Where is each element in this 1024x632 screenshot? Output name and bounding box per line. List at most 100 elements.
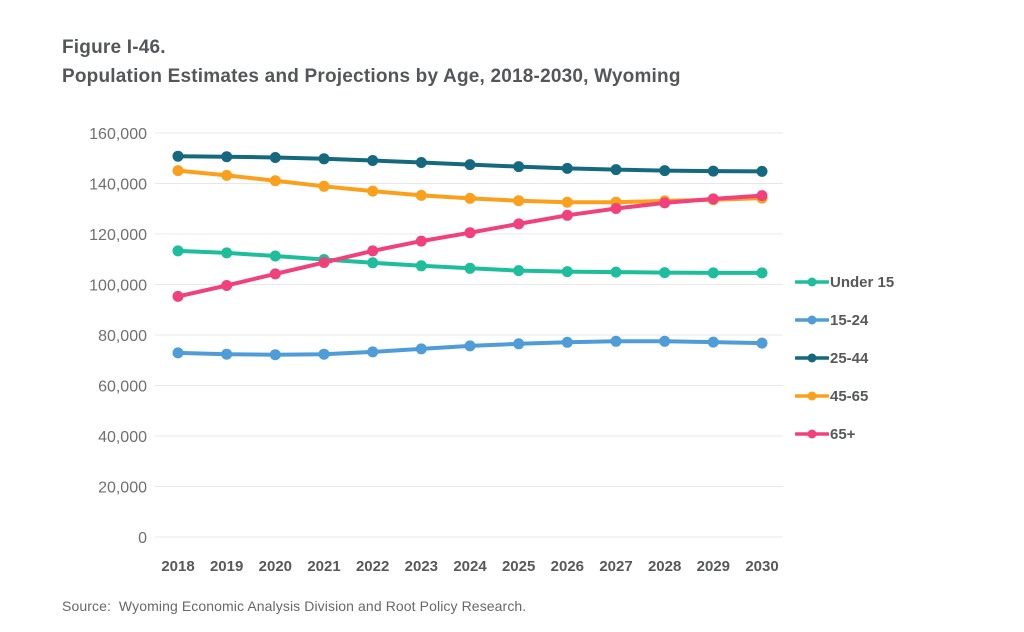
data-point-25-44: [513, 161, 525, 173]
chart-legend: Under 15 15-24 25-44 45-65 65+: [795, 263, 894, 453]
data-point-under-15: [561, 266, 573, 278]
legend-dot: [807, 353, 817, 363]
x-tick-label: 2018: [161, 558, 194, 575]
data-point-45-65: [513, 195, 525, 207]
legend-dot: [807, 429, 817, 439]
x-tick-label: 2023: [405, 558, 438, 575]
data-point-25-44: [221, 151, 233, 163]
legend-marker-icon: [795, 391, 829, 401]
figure-title: Population Estimates and Projections by …: [62, 66, 681, 87]
x-tick-label: 2025: [502, 558, 535, 575]
x-tick-label: 2019: [210, 558, 243, 575]
data-point-45-65: [415, 189, 427, 201]
data-point-25-44: [367, 155, 379, 166]
data-point-65: [221, 280, 233, 291]
legend-label: Under 15: [830, 273, 895, 291]
data-point-under-15: [269, 250, 281, 262]
data-point-65: [172, 290, 184, 302]
data-point-25-44: [610, 164, 622, 176]
data-point-25-44: [415, 157, 427, 168]
y-tick-label: 20,000: [98, 480, 147, 497]
data-point-25-44: [756, 165, 768, 177]
data-point-under-15: [415, 260, 427, 272]
data-point-15-24: [513, 338, 525, 350]
data-point-25-44: [318, 153, 330, 165]
data-point-25-44: [561, 162, 573, 174]
legend-label: 45-65: [830, 387, 869, 405]
legend-item-under-15: Under 15: [795, 263, 894, 301]
data-point-15-24: [415, 343, 427, 355]
data-point-65: [659, 197, 671, 209]
legend-item-25-44: 25-44: [795, 339, 894, 377]
figure-header: Figure I-46. Population Estimates and Pr…: [62, 33, 681, 91]
data-point-15-24: [464, 340, 476, 352]
y-tick-label: 120,000: [89, 227, 147, 244]
legend-marker-icon: [795, 315, 829, 325]
data-point-under-15: [756, 267, 768, 279]
data-point-45-65: [367, 185, 379, 197]
data-point-15-24: [561, 336, 573, 348]
data-point-45-65: [464, 192, 476, 204]
data-point-45-65: [221, 169, 233, 181]
data-point-15-24: [756, 337, 768, 349]
data-point-under-15: [221, 247, 233, 259]
x-tick-label: 2024: [453, 558, 487, 575]
data-point-15-24: [659, 335, 671, 347]
x-tick-label: 2021: [307, 558, 340, 575]
y-tick-label: 160,000: [89, 126, 147, 143]
legend-label: 65+: [830, 425, 856, 443]
y-tick-label: 80,000: [98, 328, 147, 345]
legend-dot: [807, 391, 817, 401]
data-point-45-65: [318, 180, 330, 192]
data-point-65: [707, 193, 719, 205]
y-tick-label: 100,000: [89, 278, 147, 295]
data-point-under-15: [659, 267, 671, 279]
data-point-under-15: [707, 267, 719, 279]
x-tick-label: 2028: [648, 558, 681, 575]
data-point-65: [269, 268, 281, 280]
data-point-under-15: [464, 262, 476, 274]
x-tick-label: 2026: [551, 558, 584, 575]
source-note: Source: Wyoming Economic Analysis Divisi…: [62, 598, 527, 614]
data-point-25-44: [172, 150, 184, 162]
data-point-65: [610, 203, 622, 214]
data-point-15-24: [707, 336, 719, 348]
legend-item-45-65: 45-65: [795, 377, 894, 415]
data-point-65: [318, 257, 330, 268]
data-point-45-65: [561, 196, 573, 208]
x-tick-label: 2027: [599, 558, 632, 575]
data-point-65: [464, 227, 476, 239]
legend-item-15-24: 15-24: [795, 301, 894, 339]
y-tick-label: 0: [138, 530, 147, 547]
legend-marker-icon: [795, 353, 829, 363]
data-point-65: [415, 235, 427, 247]
data-point-25-44: [707, 165, 719, 177]
x-tick-label: 2029: [697, 558, 730, 575]
data-point-15-24: [367, 346, 379, 358]
data-point-15-24: [269, 349, 281, 361]
y-tick-label: 40,000: [98, 429, 147, 446]
data-point-25-44: [269, 152, 281, 163]
legend-dot: [807, 277, 817, 287]
data-point-45-65: [269, 175, 281, 187]
data-point-under-15: [513, 265, 525, 277]
data-point-65: [513, 218, 525, 230]
data-point-65: [367, 245, 379, 257]
legend-item-65: 65+: [795, 415, 894, 453]
x-tick-label: 2020: [259, 558, 292, 575]
data-point-25-44: [464, 159, 476, 171]
y-tick-label: 140,000: [89, 177, 147, 194]
data-point-45-65: [172, 165, 184, 177]
data-point-15-24: [172, 347, 184, 359]
data-point-under-15: [172, 245, 184, 257]
legend-marker-icon: [795, 429, 829, 439]
x-tick-label: 2030: [745, 558, 778, 575]
data-point-15-24: [221, 348, 233, 360]
x-tick-label: 2022: [356, 558, 389, 575]
data-point-under-15: [610, 266, 622, 278]
legend-label: 25-44: [830, 349, 869, 367]
series-line-65: [176, 193, 764, 299]
y-tick-label: 60,000: [98, 379, 147, 396]
